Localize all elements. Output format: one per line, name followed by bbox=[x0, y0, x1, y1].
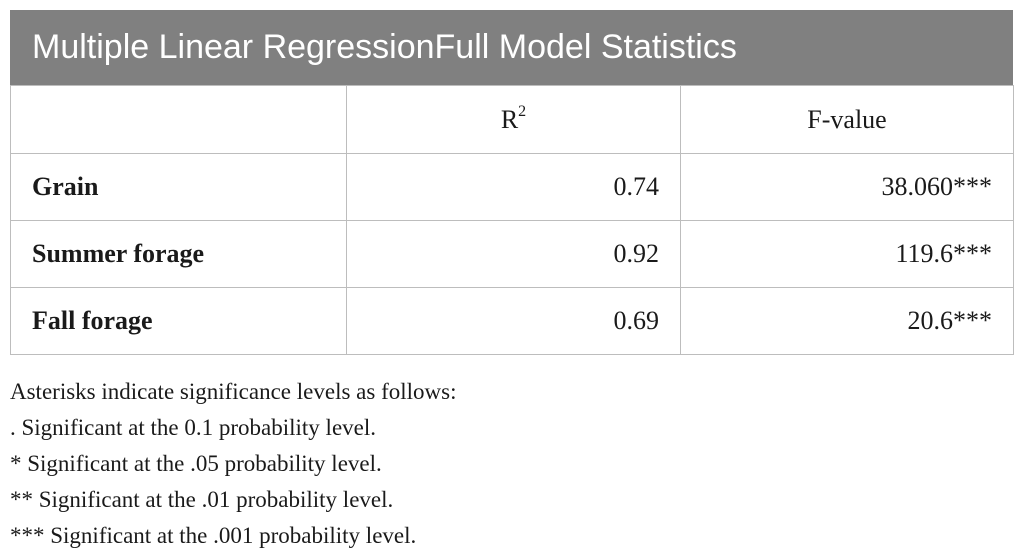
regression-table: Multiple Linear RegressionFull Model Sta… bbox=[10, 10, 1014, 355]
footnote-line: * Significant at the .05 probability lev… bbox=[10, 451, 382, 476]
table-footnotes: Asterisks indicate significance levels a… bbox=[10, 374, 456, 554]
header-r-squared: R2 bbox=[346, 85, 681, 154]
r-squared-superscript: 2 bbox=[518, 102, 527, 120]
header-f-value: F-value bbox=[680, 85, 1014, 154]
footnote-intro: Asterisks indicate significance levels a… bbox=[10, 379, 457, 404]
table-title: Multiple Linear RegressionFull Model Sta… bbox=[10, 10, 1013, 85]
f-value-cell: 20.6*** bbox=[680, 287, 1014, 355]
row-label-fall-forage: Fall forage bbox=[10, 287, 347, 355]
row-label-grain: Grain bbox=[10, 153, 347, 221]
header-blank bbox=[10, 85, 347, 154]
r-squared-cell: 0.69 bbox=[346, 287, 681, 355]
row-label-summer-forage: Summer forage bbox=[10, 220, 347, 288]
f-value-cell: 38.060*** bbox=[680, 153, 1014, 221]
f-value-cell: 119.6*** bbox=[680, 220, 1014, 288]
table-row: Fall forage 0.69 20.6*** bbox=[10, 287, 1014, 355]
r-squared-base: R bbox=[500, 104, 519, 134]
r-squared-cell: 0.74 bbox=[346, 153, 681, 221]
table-row: Summer forage 0.92 119.6*** bbox=[10, 220, 1014, 288]
statistics-table: R2 F-value Grain 0.74 38.060*** Summer f… bbox=[10, 85, 1014, 355]
table-row: Grain 0.74 38.060*** bbox=[10, 153, 1014, 221]
r-squared-cell: 0.92 bbox=[346, 220, 681, 288]
footnote-line: . Significant at the 0.1 probability lev… bbox=[10, 415, 377, 440]
footnote-line: ** Significant at the .01 probability le… bbox=[10, 487, 394, 512]
header-row: R2 F-value bbox=[10, 85, 1014, 154]
footnote-line: *** Significant at the .001 probability … bbox=[10, 523, 417, 548]
